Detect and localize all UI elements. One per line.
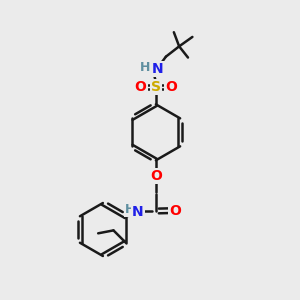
Text: O: O <box>150 169 162 183</box>
Text: H: H <box>125 203 136 216</box>
Text: N: N <box>132 205 144 219</box>
Text: S: S <box>151 80 161 94</box>
Text: N: N <box>152 62 164 76</box>
Text: O: O <box>165 80 177 94</box>
Text: O: O <box>169 204 181 218</box>
Text: O: O <box>135 80 146 94</box>
Text: H: H <box>140 61 151 74</box>
